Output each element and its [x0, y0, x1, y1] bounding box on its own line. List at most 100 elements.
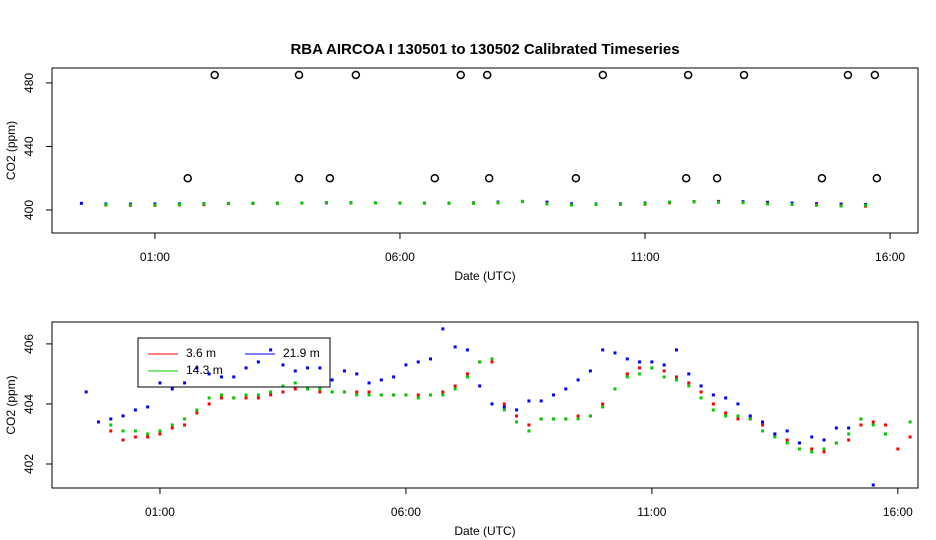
data-point — [871, 483, 875, 487]
data-point — [170, 423, 174, 427]
data-point — [109, 417, 113, 421]
data-point — [379, 393, 383, 397]
data-point — [478, 384, 482, 388]
outlier-point — [210, 70, 219, 80]
data-point — [404, 363, 408, 367]
data-point — [674, 348, 678, 352]
data-point — [908, 420, 912, 424]
y-tick-label: 406 — [22, 334, 36, 354]
data-point — [306, 366, 310, 370]
data-point — [650, 360, 654, 364]
data-point — [797, 447, 801, 451]
data-point — [576, 414, 580, 418]
data-point — [202, 202, 206, 206]
data-point — [133, 435, 137, 439]
data-point — [871, 423, 875, 427]
data-point — [416, 360, 420, 364]
data-point — [699, 384, 703, 388]
data-point — [281, 363, 285, 367]
data-point — [158, 429, 162, 433]
outlier-point — [843, 70, 853, 80]
data-point — [773, 432, 777, 436]
data-point — [502, 408, 506, 412]
data-point — [256, 393, 260, 397]
data-point — [687, 381, 691, 385]
data-point — [232, 396, 236, 400]
legend-frame — [137, 337, 331, 388]
data-point — [146, 432, 150, 436]
data-point — [692, 200, 696, 204]
data-point — [441, 390, 445, 394]
data-point — [416, 393, 420, 397]
data-point — [318, 366, 322, 370]
data-point — [717, 200, 721, 204]
data-point — [226, 201, 230, 205]
data-point — [121, 438, 125, 442]
data-point — [674, 378, 678, 382]
data-point — [662, 369, 666, 373]
data-point — [496, 201, 500, 205]
data-point — [398, 201, 402, 205]
outlier-point — [739, 70, 749, 80]
data-point — [251, 201, 255, 205]
outlier-point — [571, 173, 581, 183]
data-point — [300, 201, 304, 205]
data-point — [256, 396, 260, 400]
data-point — [429, 393, 433, 397]
data-point — [908, 435, 912, 439]
plot-frame — [51, 321, 919, 489]
data-point — [687, 384, 691, 388]
data-point — [318, 390, 322, 394]
data-point — [195, 411, 199, 415]
x-axis-label: Date (UTC) — [454, 269, 515, 283]
data-point — [379, 378, 383, 382]
data-point — [207, 372, 211, 376]
data-point — [170, 426, 174, 430]
data-point — [416, 396, 420, 400]
data-point — [662, 375, 666, 379]
y-axis-label: CO2 (ppm) — [4, 375, 18, 434]
data-point — [711, 393, 715, 397]
data-point — [576, 378, 580, 382]
data-point — [551, 417, 555, 421]
data-point — [478, 360, 482, 364]
data-point — [601, 348, 605, 352]
data-point — [601, 402, 605, 406]
x-tick-label: 16:00 — [883, 505, 913, 519]
data-point — [293, 369, 297, 373]
data-point — [687, 372, 691, 376]
data-point — [465, 375, 469, 379]
data-point — [564, 417, 568, 421]
data-point — [839, 204, 843, 208]
data-point — [441, 393, 445, 397]
x-tick-label: 06:00 — [391, 505, 421, 519]
data-point — [864, 203, 868, 207]
data-point — [318, 387, 322, 391]
y-tick-label: 404 — [22, 394, 36, 414]
data-point — [404, 393, 408, 397]
data-point — [790, 202, 794, 206]
data-point — [447, 201, 451, 205]
x-tick-label: 11:00 — [630, 250, 659, 264]
data-point — [490, 360, 494, 364]
data-point — [564, 387, 568, 391]
data-point — [490, 357, 494, 361]
data-point — [761, 423, 765, 427]
data-point — [736, 414, 740, 418]
data-point — [625, 372, 629, 376]
data-point — [269, 348, 273, 352]
y-tick-label: 402 — [22, 454, 36, 474]
data-point — [275, 201, 279, 205]
data-point — [502, 402, 506, 406]
data-point — [490, 402, 494, 406]
data-point — [170, 387, 174, 391]
legend-label: 21.9 m — [283, 346, 320, 360]
x-tick-label: 16:00 — [875, 250, 905, 264]
data-point — [545, 202, 549, 206]
data-point — [146, 435, 150, 439]
y-tick-label: 440 — [22, 136, 36, 156]
outlier-point — [430, 173, 440, 183]
data-point — [834, 441, 838, 445]
data-point — [834, 426, 838, 430]
data-point — [121, 429, 125, 433]
